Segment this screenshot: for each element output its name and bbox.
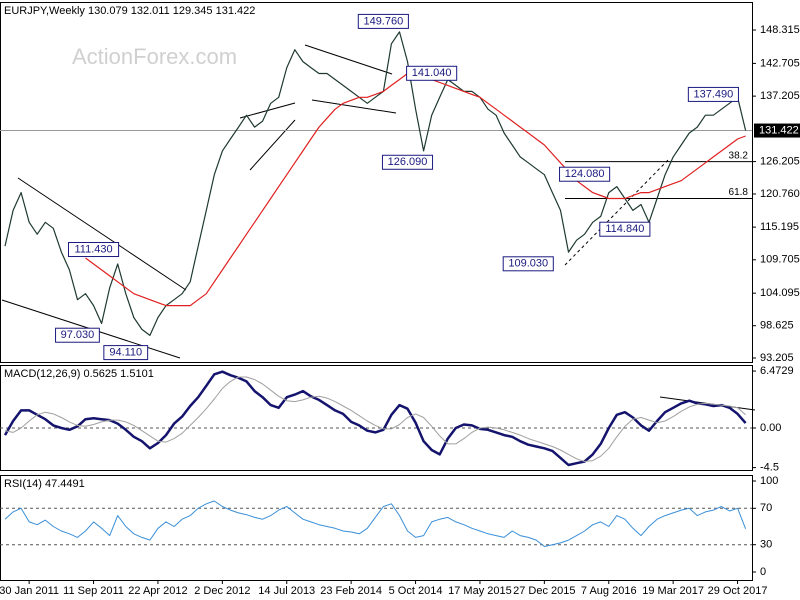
x-tick-label: 23 Feb 2014 <box>320 585 382 597</box>
x-tick-label: 17 May 2015 <box>448 585 512 597</box>
trend-line <box>17 177 187 291</box>
y-tick-label: 120.760 <box>760 188 800 200</box>
y-tick-label: 137.205 <box>760 90 800 102</box>
y-tick-label: 115.195 <box>760 221 799 233</box>
trend-line <box>564 157 671 266</box>
y-tick-label: 0 <box>760 566 766 578</box>
y-tick-label: 98.625 <box>760 320 794 332</box>
y-tick-label: 30 <box>760 539 772 551</box>
trend-line <box>249 119 296 171</box>
y-tick-label: 126.205 <box>760 155 800 167</box>
price-pane <box>0 2 753 363</box>
x-tick-label: 7 Aug 2016 <box>581 585 637 597</box>
annotation-box <box>687 86 739 102</box>
watermark: ActionForex.com <box>72 44 237 69</box>
annotation-label: 126.090 <box>388 156 428 168</box>
fib-label: 38.2 <box>729 150 749 161</box>
annotation-label: 111.430 <box>74 243 112 255</box>
macd-pane <box>0 365 753 471</box>
annotation-label: 137.490 <box>694 88 734 100</box>
annotation-label: 124.080 <box>565 168 605 180</box>
rsi-pane <box>0 475 753 581</box>
x-tick-label: 11 Sep 2011 <box>63 585 124 597</box>
x-tick-label: 14 Jul 2013 <box>258 585 315 597</box>
x-tick-label: 22 Apr 2012 <box>128 585 187 597</box>
annotation-box <box>55 327 100 343</box>
series-line <box>4 31 747 336</box>
last-price-label: 131.422 <box>759 124 799 136</box>
y-tick-label: 70 <box>760 502 772 514</box>
y-tick-label: 142.705 <box>760 57 800 69</box>
annotation-box <box>559 166 611 182</box>
series-line <box>3 370 747 467</box>
annotation-box <box>502 256 554 272</box>
y-tick-label: -4.5 <box>760 462 779 474</box>
series-line <box>4 376 746 462</box>
trend-line <box>311 99 397 114</box>
annotation-box <box>406 65 458 81</box>
pane-title: MACD(12,26,9) 0.5625 1.5101 <box>4 368 154 380</box>
annotation-label: 97.030 <box>61 329 95 341</box>
y-tick-label: 109.705 <box>760 254 800 266</box>
pane-title: RSI(14) 47.4491 <box>4 478 85 490</box>
x-tick-label: 30 Jan 2011 <box>0 585 59 597</box>
x-tick-label: 2 Dec 2012 <box>194 585 250 597</box>
annotation-box <box>357 13 409 29</box>
annotation-box <box>68 242 120 258</box>
annotation-label: 114.840 <box>605 223 644 235</box>
x-tick-label: 29 Oct 2017 <box>708 585 768 597</box>
y-tick-label: 93.205 <box>760 352 794 364</box>
y-tick-label: 148.315 <box>760 24 800 36</box>
fib-label: 61.8 <box>729 187 749 198</box>
annotation-box <box>599 221 651 237</box>
x-tick-label: 5 Oct 2014 <box>389 585 443 597</box>
annotation-label: 94.110 <box>109 347 142 359</box>
annotation-label: 109.030 <box>508 258 548 270</box>
annotation-box <box>103 345 149 361</box>
trend-line <box>304 44 393 75</box>
annotation-box <box>381 154 434 170</box>
x-tick-label: 27 Dec 2015 <box>513 585 575 597</box>
y-tick-label: 0.00 <box>760 422 781 434</box>
pane-title: EURJPY,Weekly 130.079 132.011 129.345 13… <box>4 5 255 17</box>
y-tick-label: 6.4729 <box>760 365 794 377</box>
series-line <box>4 500 747 547</box>
annotation-label: 149.760 <box>363 15 403 27</box>
x-tick-label: 19 Mar 2017 <box>642 585 704 597</box>
annotation-label: 141.040 <box>412 67 452 79</box>
y-tick-label: 104.095 <box>760 287 800 299</box>
y-tick-label: 100 <box>760 475 778 487</box>
last-price-box <box>754 123 800 138</box>
